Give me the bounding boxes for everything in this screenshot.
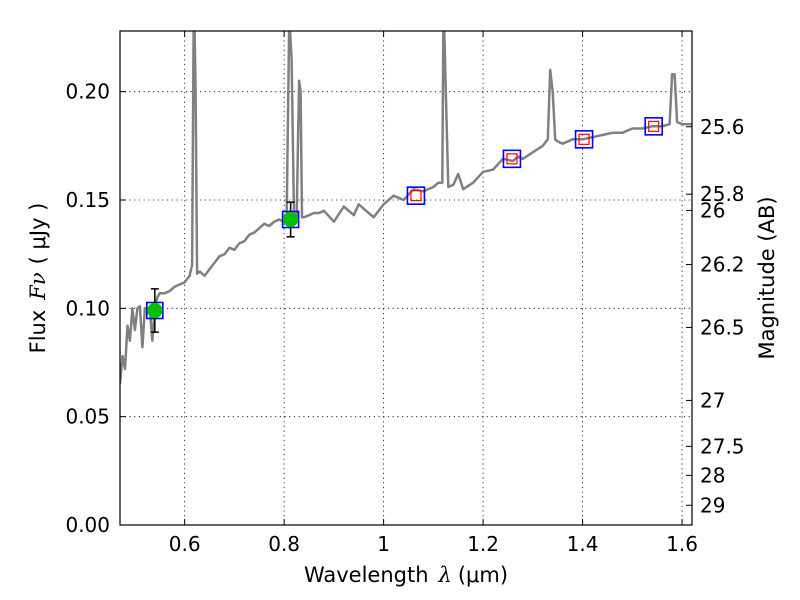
x-tick-label: 1	[377, 532, 390, 556]
x-tick-label: 1.4	[567, 532, 599, 556]
x-tick-label: 1.2	[467, 532, 499, 556]
x-tick-label: 0.8	[268, 532, 300, 556]
y2-tick-label: 25.6	[700, 115, 745, 139]
x-tick-label: 1.6	[666, 532, 698, 556]
y2-tick-label: 28	[700, 463, 725, 487]
ticks: 0.6 0.8 1 1.2 1.4 1.6 0.00 0.05 0.10 0.15 0.20 25.6…	[65, 31, 745, 556]
y2-tick-label: 25.8	[700, 182, 745, 206]
y2-tick-label: 26.5	[700, 315, 745, 339]
model-photometry-point	[506, 153, 518, 165]
y-tick-label: 0.00	[65, 513, 110, 537]
y-tick-label: 0.10	[65, 296, 110, 320]
model-photometry-point	[578, 133, 590, 145]
y-axis-label: FluxFν( μJy )	[26, 203, 50, 354]
y2-tick-label: 27	[700, 388, 725, 412]
y-tick-label: 0.20	[65, 80, 110, 104]
plot-area	[120, 31, 692, 385]
observed-point	[147, 302, 163, 319]
y2-tick-label: 26	[700, 198, 725, 222]
model-photometry-box	[644, 117, 664, 136]
model-photometry-point	[410, 190, 422, 202]
observed-point	[282, 211, 299, 228]
x-tick-label: 0.6	[169, 532, 201, 556]
x-axis-label: Wavelength λ (μm)	[304, 563, 508, 587]
y-tick-label: 0.05	[65, 405, 110, 429]
model-photometry-box	[502, 149, 522, 169]
y2-tick-label: 27.5	[700, 434, 745, 458]
markers	[146, 117, 664, 333]
plot-frame	[119, 30, 693, 526]
model-spectrum-line	[120, 31, 692, 385]
y2-axis-label: Magnitude (AB)	[755, 196, 779, 359]
model-photometry-point	[648, 120, 660, 132]
y-tick-label: 0.15	[65, 188, 110, 212]
y2-tick-label: 26.2	[700, 253, 745, 277]
model-photometry-box	[574, 130, 594, 149]
model-photometry-box	[406, 186, 426, 205]
y2-tick-label: 29	[700, 493, 725, 517]
